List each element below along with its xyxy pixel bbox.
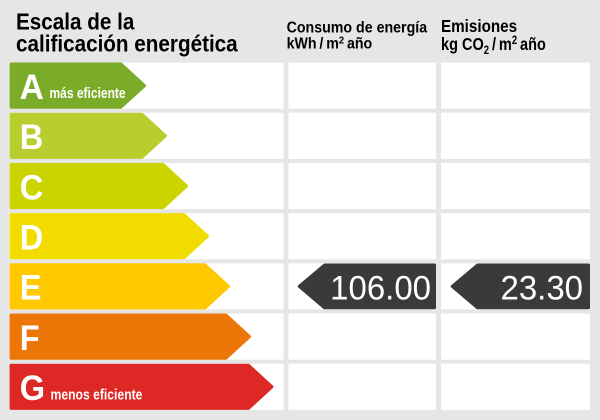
svg-text:Consumo de energía: Consumo de energía [287,19,428,37]
svg-text:A: A [20,68,44,107]
svg-text:F: F [20,319,40,358]
svg-text:C: C [20,168,44,207]
svg-text:23.30: 23.30 [500,270,583,308]
svg-text:G: G [20,369,45,408]
svg-text:106.00: 106.00 [330,270,431,308]
svg-text:E: E [20,268,42,307]
svg-text:menos eficiente: menos eficiente [51,387,143,403]
svg-text:B: B [20,118,44,157]
svg-text:Escala de la: Escala de la [16,8,135,34]
svg-text:kg CO2 / m2 año: kg CO2 / m2 año [441,34,546,57]
svg-text:D: D [20,219,44,258]
svg-text:kWh / m2 año: kWh / m2 año [287,35,373,53]
svg-text:Emisiones: Emisiones [441,17,517,36]
svg-text:calificación energética: calificación energética [16,30,239,56]
svg-text:más eficiente: más eficiente [50,85,126,101]
